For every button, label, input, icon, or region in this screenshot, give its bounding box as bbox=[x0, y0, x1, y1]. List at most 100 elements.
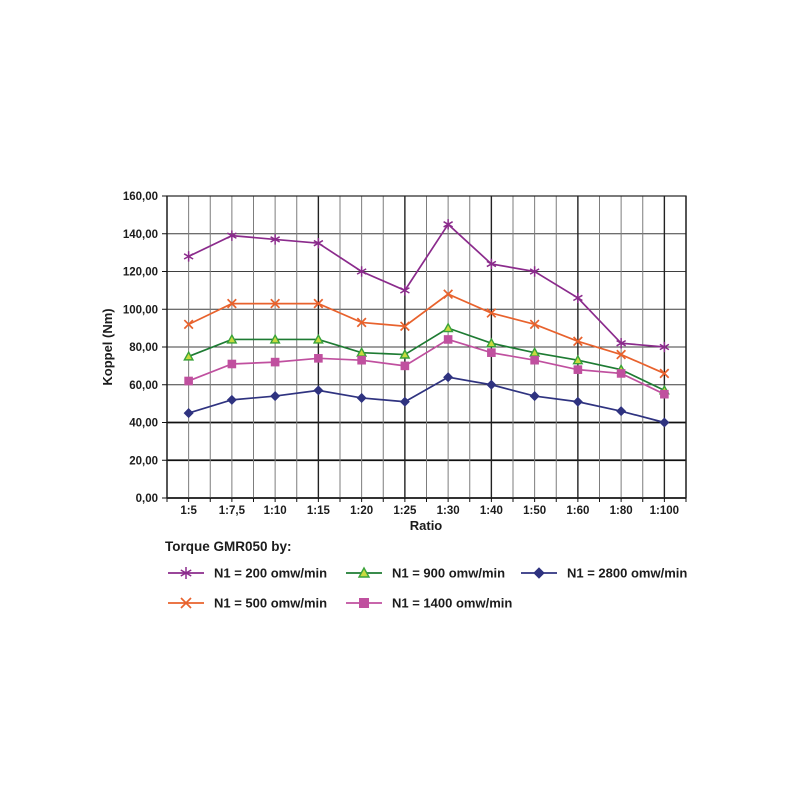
square-marker bbox=[184, 376, 193, 386]
diamond-marker bbox=[270, 391, 281, 402]
triangle-marker bbox=[572, 354, 584, 365]
square-marker bbox=[227, 359, 237, 369]
legend-title: Torque GMR050 by: bbox=[165, 539, 292, 554]
square-marker bbox=[487, 348, 496, 357]
square-marker bbox=[530, 355, 539, 365]
diamond-marker bbox=[616, 406, 627, 417]
x-tick-label: 1:100 bbox=[650, 505, 679, 517]
x-marker bbox=[572, 336, 583, 347]
star-marker bbox=[443, 221, 454, 228]
star-marker bbox=[183, 253, 194, 260]
square-marker bbox=[660, 389, 669, 399]
axis-layer: 0,00 20,00 40,00 60,00 80,00 100,00 120,00 140,… bbox=[123, 191, 687, 517]
diamond-marker bbox=[659, 417, 670, 428]
star-marker bbox=[659, 343, 670, 351]
square-marker bbox=[359, 598, 369, 608]
x-tick-label: 1:7,5 bbox=[219, 505, 246, 517]
x-marker bbox=[270, 298, 281, 309]
x-tick-label: 1:40 bbox=[480, 505, 503, 517]
square-marker bbox=[573, 365, 583, 374]
x-marker bbox=[659, 368, 670, 379]
x-tick-label: 1:5 bbox=[180, 505, 197, 517]
grid-layer bbox=[166, 195, 687, 499]
y-tick-label: 60,00 bbox=[129, 380, 158, 392]
y-tick-label: 160,00 bbox=[123, 191, 158, 203]
star-marker bbox=[399, 287, 410, 294]
diamond-marker bbox=[443, 372, 454, 383]
legend-item-1900: N1 = 900 omw/min bbox=[346, 566, 505, 581]
legend-label: N1 = 1400 omw/min bbox=[392, 596, 512, 611]
square-marker bbox=[616, 369, 626, 378]
x-marker bbox=[356, 317, 367, 328]
star-marker bbox=[313, 239, 324, 247]
legend-item-12800: N1 = 2800 omw/min bbox=[521, 566, 687, 581]
diamond-marker bbox=[356, 392, 367, 403]
x-marker bbox=[313, 298, 324, 309]
series-1500 bbox=[183, 289, 670, 379]
diamond-marker bbox=[572, 396, 583, 407]
diamond-marker bbox=[226, 394, 237, 405]
legend-label: N1 = 900 omw/min bbox=[392, 566, 505, 581]
y-tick-label: 140,00 bbox=[123, 229, 158, 241]
series-layer bbox=[183, 219, 670, 428]
x-tick-label: 1:50 bbox=[523, 505, 546, 517]
x-tick-label: 1:30 bbox=[437, 505, 460, 517]
star-marker bbox=[572, 294, 583, 302]
star-marker bbox=[486, 260, 497, 268]
legend-item-1200: N1 = 200 omw/min bbox=[168, 566, 327, 581]
triangle-marker bbox=[485, 337, 497, 348]
x-marker bbox=[616, 349, 627, 360]
legend-item-11400: N1 = 1400 omw/min bbox=[346, 596, 512, 611]
star-marker bbox=[226, 232, 237, 239]
star-marker bbox=[270, 236, 281, 243]
star-marker bbox=[356, 268, 367, 275]
legend-label: N1 = 2800 omw/min bbox=[567, 566, 687, 581]
x-marker bbox=[399, 321, 410, 332]
triangle-marker bbox=[442, 322, 454, 333]
series-line bbox=[188, 376, 665, 424]
diamond-marker bbox=[183, 408, 194, 419]
diamond-marker bbox=[399, 396, 410, 407]
diamond-marker bbox=[486, 379, 497, 390]
diamond-marker bbox=[313, 385, 324, 396]
diamond-marker bbox=[533, 567, 545, 579]
y-axis-title: Koppel (Nm) bbox=[100, 308, 115, 385]
triangle-marker bbox=[399, 348, 411, 359]
diamond-marker bbox=[529, 391, 540, 402]
triangle-marker bbox=[183, 350, 195, 361]
square-marker bbox=[270, 357, 280, 367]
x-marker bbox=[486, 308, 497, 318]
series-12800 bbox=[183, 372, 670, 428]
y-tick-label: 0,00 bbox=[136, 493, 158, 505]
square-marker bbox=[314, 354, 323, 363]
series-line bbox=[188, 223, 665, 348]
series-line bbox=[188, 327, 665, 392]
y-tick-label: 100,00 bbox=[123, 304, 158, 316]
x-marker bbox=[180, 597, 192, 609]
x-marker bbox=[226, 298, 237, 309]
x-tick-label: 1:10 bbox=[264, 505, 287, 517]
legend-item-1500: N1 = 500 omw/min bbox=[168, 596, 327, 611]
series-line bbox=[188, 338, 665, 395]
triangle-marker bbox=[226, 333, 238, 344]
x-marker bbox=[443, 289, 454, 300]
legend: N1 = 200 omw/min N1 = 500 omw/min N1 = 900… bbox=[168, 566, 687, 611]
x-axis-title: Ratio bbox=[410, 518, 443, 533]
y-tick-label: 120,00 bbox=[123, 267, 158, 279]
y-tick-label: 20,00 bbox=[129, 455, 158, 467]
triangle-marker bbox=[269, 333, 281, 344]
star-marker bbox=[616, 339, 627, 347]
x-tick-label: 1:25 bbox=[393, 505, 417, 517]
series-11400 bbox=[184, 335, 669, 399]
legend-label: N1 = 200 omw/min bbox=[214, 566, 327, 581]
legend-label: N1 = 500 omw/min bbox=[214, 596, 327, 611]
y-tick-label: 80,00 bbox=[129, 342, 158, 354]
square-marker bbox=[443, 335, 453, 344]
star-marker bbox=[180, 569, 192, 577]
x-marker bbox=[529, 319, 540, 330]
series-line bbox=[188, 293, 665, 375]
series-1200 bbox=[183, 219, 670, 353]
x-marker bbox=[183, 319, 194, 330]
